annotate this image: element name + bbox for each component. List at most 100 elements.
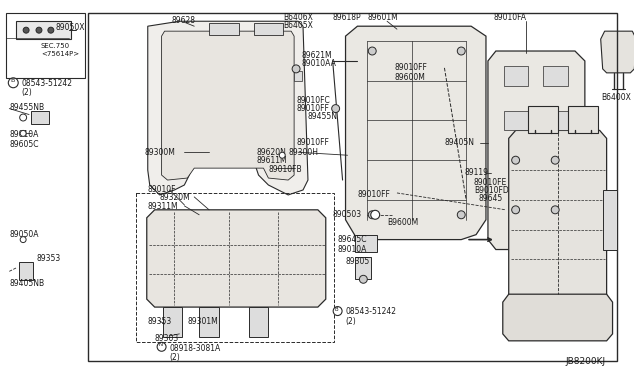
- Text: 89621M: 89621M: [301, 51, 332, 60]
- Text: B6400X: B6400X: [602, 93, 632, 102]
- Circle shape: [20, 131, 26, 137]
- Circle shape: [20, 237, 26, 243]
- Bar: [6, 13, 86, 78]
- Text: 89320M: 89320M: [159, 193, 190, 202]
- Polygon shape: [509, 131, 607, 302]
- Bar: [355, 235, 377, 253]
- Bar: [163, 307, 182, 337]
- Circle shape: [368, 47, 376, 55]
- Polygon shape: [148, 21, 308, 195]
- Bar: [543, 110, 568, 131]
- Circle shape: [551, 206, 559, 214]
- Text: 89601M: 89601M: [367, 13, 398, 22]
- Circle shape: [512, 156, 520, 164]
- Text: (2): (2): [21, 88, 32, 97]
- Text: 08543-51242: 08543-51242: [346, 307, 397, 316]
- Text: 89405NB: 89405NB: [10, 279, 44, 288]
- Circle shape: [279, 152, 285, 158]
- Text: B9600M: B9600M: [387, 218, 419, 227]
- Bar: [543, 66, 568, 86]
- Bar: [209, 23, 239, 35]
- Polygon shape: [147, 210, 326, 307]
- Text: 89353: 89353: [148, 317, 172, 326]
- Bar: [88, 13, 618, 361]
- Text: JB8200KJ: JB8200KJ: [565, 357, 605, 366]
- Bar: [603, 190, 618, 250]
- Bar: [253, 23, 284, 35]
- Polygon shape: [503, 294, 612, 341]
- Text: 89010FB: 89010FB: [268, 165, 302, 174]
- Text: 89301M: 89301M: [188, 317, 218, 326]
- Bar: [504, 66, 529, 86]
- Circle shape: [36, 27, 42, 33]
- Text: 89300M: 89300M: [145, 148, 175, 157]
- Circle shape: [512, 206, 520, 214]
- Circle shape: [332, 105, 340, 113]
- Bar: [199, 307, 219, 337]
- Text: 89300H: 89300H: [288, 148, 318, 157]
- Bar: [248, 307, 268, 337]
- Text: 89645C: 89645C: [338, 235, 367, 244]
- Bar: [31, 110, 49, 125]
- Text: 89311M: 89311M: [148, 202, 179, 211]
- Text: 89618P: 89618P: [333, 13, 362, 22]
- Text: 890503: 890503: [333, 210, 362, 219]
- Circle shape: [360, 275, 367, 283]
- Text: 89010FC: 89010FC: [296, 96, 330, 105]
- Text: 89010FF: 89010FF: [296, 104, 329, 113]
- Circle shape: [458, 47, 465, 55]
- Text: 89050X: 89050X: [56, 23, 85, 32]
- Bar: [19, 262, 33, 280]
- Text: 89010A: 89010A: [338, 244, 367, 254]
- Text: 89605C: 89605C: [10, 140, 39, 149]
- Text: 89405N: 89405N: [444, 138, 474, 147]
- Circle shape: [368, 211, 376, 219]
- Polygon shape: [161, 31, 294, 180]
- Text: B6406X: B6406X: [284, 13, 313, 22]
- Bar: [568, 106, 598, 134]
- Bar: [136, 193, 333, 342]
- Text: 89353: 89353: [36, 254, 60, 263]
- Text: 89010FF: 89010FF: [296, 138, 329, 147]
- Bar: [294, 71, 302, 81]
- Text: 89455N: 89455N: [308, 112, 338, 121]
- Text: 08543-51242: 08543-51242: [21, 79, 72, 88]
- Circle shape: [20, 114, 27, 121]
- Text: 89303: 89303: [155, 334, 179, 343]
- Circle shape: [48, 27, 54, 33]
- Text: 89010FA: 89010FA: [494, 13, 527, 22]
- Bar: [529, 106, 558, 134]
- Text: 89010A: 89010A: [10, 131, 38, 140]
- Circle shape: [292, 65, 300, 73]
- Text: 89010FF: 89010FF: [395, 63, 428, 72]
- Text: 89455NB: 89455NB: [10, 103, 44, 112]
- Text: B: B: [10, 78, 14, 83]
- Text: 89620N: 89620N: [257, 148, 287, 157]
- Text: 89010F: 89010F: [148, 185, 176, 194]
- Text: B6405X: B6405X: [284, 21, 313, 30]
- Text: 08918-3081A: 08918-3081A: [170, 344, 221, 353]
- Text: 89628: 89628: [172, 16, 195, 25]
- Circle shape: [333, 307, 342, 315]
- Bar: [504, 110, 529, 131]
- Circle shape: [551, 156, 559, 164]
- Circle shape: [23, 27, 29, 33]
- Text: 89611M: 89611M: [257, 156, 287, 165]
- Polygon shape: [601, 31, 636, 73]
- Text: 89010FF: 89010FF: [357, 190, 390, 199]
- Text: B: B: [335, 307, 339, 312]
- Text: (2): (2): [346, 317, 356, 326]
- Text: 89305: 89305: [346, 257, 370, 266]
- Circle shape: [371, 210, 380, 219]
- Bar: [16, 21, 70, 39]
- Text: 89010FE: 89010FE: [473, 178, 506, 187]
- Bar: [355, 257, 371, 279]
- Text: 89600M: 89600M: [395, 73, 426, 82]
- Text: 89050A: 89050A: [10, 230, 39, 239]
- Polygon shape: [346, 26, 486, 240]
- Text: 89010AA: 89010AA: [301, 59, 336, 68]
- Text: N: N: [159, 342, 163, 347]
- Text: 89645: 89645: [478, 194, 502, 203]
- Text: 89119: 89119: [464, 168, 488, 177]
- Text: B9010FD: B9010FD: [474, 186, 509, 195]
